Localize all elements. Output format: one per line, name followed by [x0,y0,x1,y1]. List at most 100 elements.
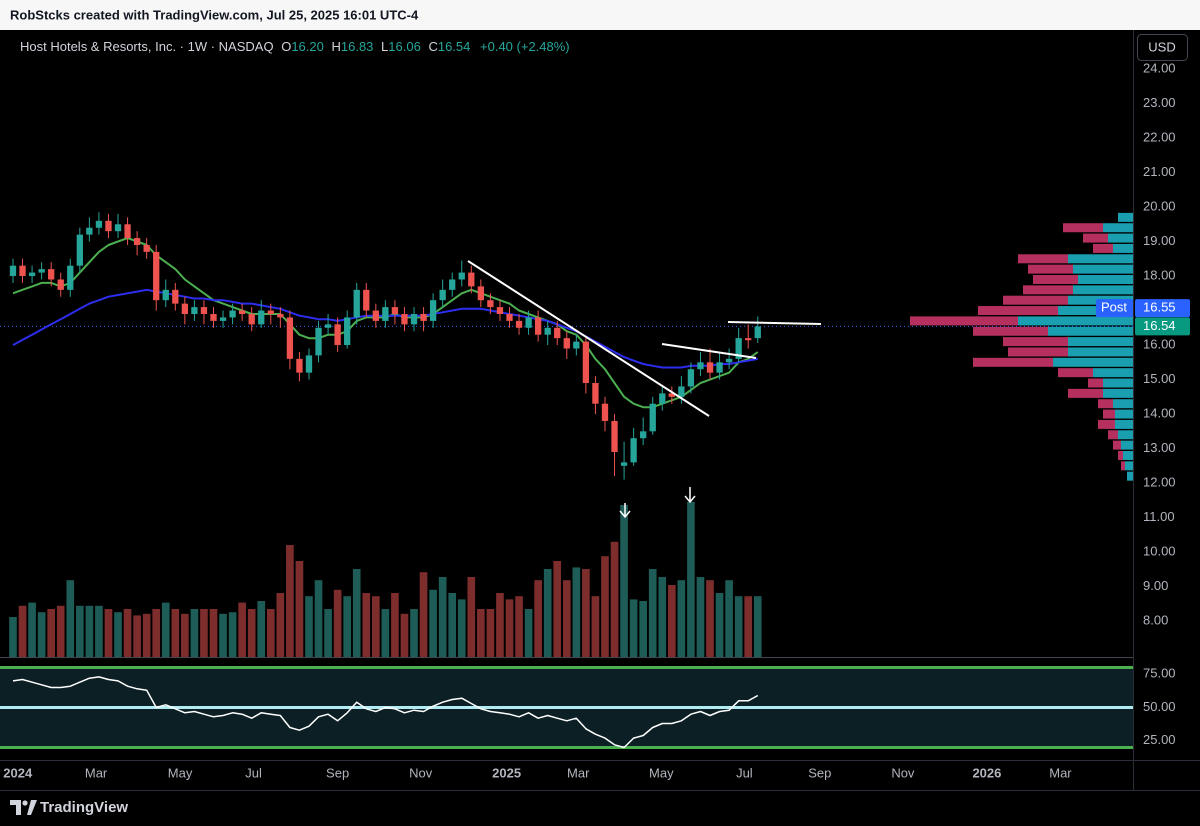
volume-bar [190,609,199,657]
profile-down [978,306,1058,316]
profile-up [1103,378,1133,388]
profile-up [1053,357,1133,367]
profile-up [1115,409,1133,419]
candle-body [391,307,399,314]
candle-body [258,310,265,325]
x-tick-label: Nov [409,765,433,780]
rsi-tick-label: 50.00 [1143,699,1176,714]
volume-bar [725,580,733,657]
candle-body [745,338,752,341]
volume-bar [677,580,686,657]
volume-bar [200,609,208,657]
x-tick-label: May [649,765,674,780]
profile-up [1078,274,1133,284]
arrow [619,503,631,519]
volume-bar [400,613,409,657]
rsi-pane [0,666,1133,749]
y-tick-label: 24.00 [1143,60,1176,75]
candle-body [725,358,733,363]
profile-up [1073,264,1133,274]
volume-bar [477,609,485,657]
x-tick-label: Sep [808,765,831,780]
legend-key: H [331,39,340,54]
candle-body [401,313,408,325]
volume-bar [219,613,227,657]
profile-down [1018,254,1068,264]
profile-down [1103,409,1115,419]
candle-body [210,313,217,321]
candle-body [315,327,322,356]
volume-bar [314,580,323,657]
y-tick-label: 18.00 [1143,267,1176,282]
candle-body [86,227,93,235]
profile-up [1093,368,1133,378]
volume-bar [171,609,180,657]
y-tick-label: 9.00 [1143,578,1168,593]
profile-up [1068,347,1133,357]
volume-bar [247,609,256,657]
volume-bar [123,609,132,657]
profile-down [1113,440,1121,450]
volume-bar [438,577,447,657]
volume-bar [286,545,294,657]
profile-down [1028,264,1073,274]
profile-up [1068,337,1133,347]
x-tick-label: Mar [567,765,590,780]
y-tick-label: 8.00 [1143,613,1168,628]
post-label: Post [1101,300,1127,315]
profile-down [1118,450,1123,460]
volume-bar [553,561,562,657]
candle-body [286,317,294,359]
profile-up [1127,471,1133,481]
candle-body [219,317,227,321]
candle-body [48,269,55,280]
volume-bar [305,596,313,657]
volume-bar [753,596,762,657]
trend-line [467,260,710,417]
currency-button[interactable] [1137,34,1188,61]
candle-body [162,289,169,301]
header-bar [0,0,1200,30]
volume-bar [419,572,428,657]
profile-down [973,326,1048,336]
candle-body [57,279,64,290]
legend: Host Hotels & Resorts, Inc. · 1W · NASDA… [20,39,570,54]
post-price-label: 16.55 [1143,300,1176,315]
candle-body [439,289,446,301]
y-tick-label: 19.00 [1143,233,1176,248]
volume-bar [257,601,266,657]
legend-key: O [281,39,291,54]
candle-body [468,272,475,287]
candle-body [19,265,26,277]
candle-body [105,220,112,232]
legend-value: 16.83 [341,39,374,54]
volume-bar [457,599,466,657]
volume-bar [76,605,84,657]
volume-bar [66,580,75,657]
volume-bar [543,569,552,657]
y-tick-label: 13.00 [1143,440,1176,455]
volume-bar [238,602,246,657]
candle-body [229,310,236,318]
legend-key: L [381,39,388,54]
volume-bar [744,596,753,657]
profile-down [973,357,1053,367]
volume-bar [295,561,304,657]
candle-body [124,224,131,239]
profile-up [1121,440,1133,450]
volume-bar [372,596,380,657]
volume-bar [104,609,113,657]
volume-bar [620,505,628,657]
volume-bar [591,596,600,657]
profile-down [1088,378,1103,388]
x-tick-label: May [168,765,193,780]
profile-up [1115,419,1133,429]
x-tick-label: Jul [736,765,753,780]
candle-body [28,272,36,277]
profile-up [1108,233,1133,243]
currency-label[interactable]: USD [1148,39,1175,54]
volume-bar [696,577,705,657]
x-tick-label: 2025 [492,765,521,780]
watermark: RobStcks created with TradingView.com, J… [10,7,419,22]
candle-body [38,269,45,273]
